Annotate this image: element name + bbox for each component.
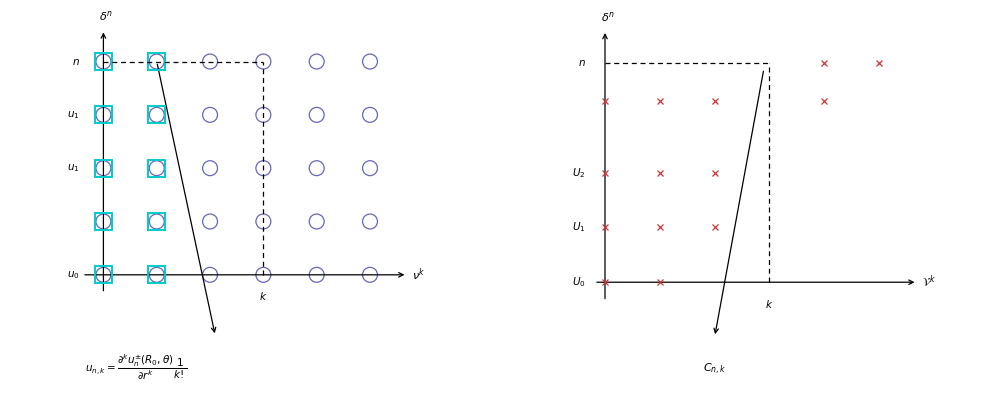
Text: $\delta^n$: $\delta^n$ — [99, 9, 113, 23]
Text: $n$: $n$ — [72, 57, 80, 67]
Text: $U_1$: $U_1$ — [572, 221, 585, 234]
Text: $u_0$: $u_0$ — [67, 269, 80, 281]
Text: $C_{n,k}$: $C_{n,k}$ — [702, 362, 726, 377]
Text: $k$: $k$ — [258, 290, 267, 302]
Text: $k$: $k$ — [764, 298, 772, 309]
Text: $U_0$: $U_0$ — [572, 275, 585, 289]
Text: $n$: $n$ — [578, 58, 585, 68]
Text: $\delta^n$: $\delta^n$ — [600, 9, 614, 23]
Text: $U_2$: $U_2$ — [572, 166, 585, 180]
Text: $u_{n,k} = \dfrac{\partial^k u_n^{\pm}(R_0,\theta)}{\partial r^k}\dfrac{1}{k!}$: $u_{n,k} = \dfrac{\partial^k u_n^{\pm}(R… — [84, 352, 188, 382]
Text: $\mathcal{V}^k$: $\mathcal{V}^k$ — [920, 274, 934, 291]
Text: $\nu^k$: $\nu^k$ — [412, 266, 424, 283]
Text: $u_1$: $u_1$ — [67, 162, 80, 174]
Text: $u_1$: $u_1$ — [67, 109, 80, 121]
